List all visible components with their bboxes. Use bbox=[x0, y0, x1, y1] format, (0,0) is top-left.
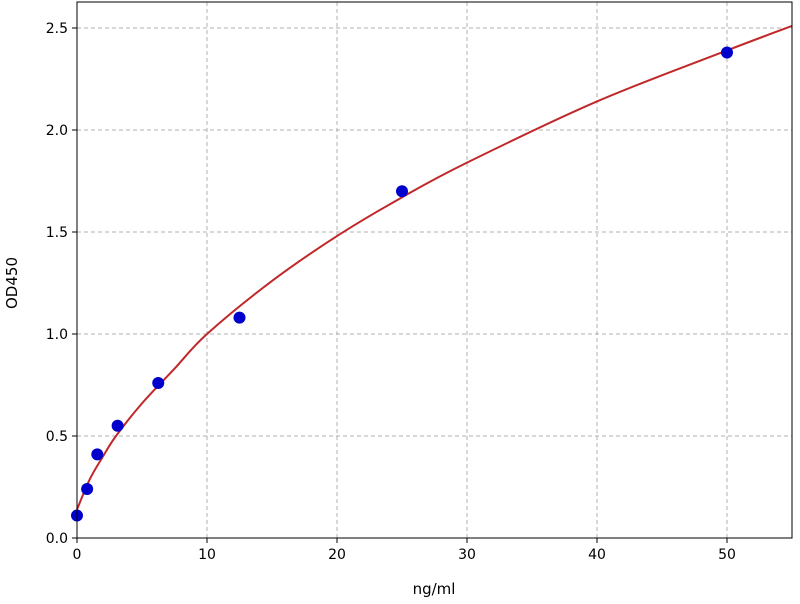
data-point bbox=[233, 311, 246, 324]
data-points bbox=[71, 46, 733, 522]
y-axis-ticks: 0.0 0.5 1.0 1.5 2.0 2.5 bbox=[46, 21, 77, 547]
fit-curve bbox=[76, 25, 793, 510]
y-tick-label: 1.0 bbox=[46, 327, 68, 343]
x-tick-label: 30 bbox=[458, 547, 476, 563]
x-axis-ticks: 0 10 20 30 40 50 bbox=[73, 538, 736, 563]
x-tick-label: 10 bbox=[198, 547, 216, 563]
x-tick-label: 50 bbox=[718, 547, 736, 563]
y-tick-label: 2.0 bbox=[46, 123, 68, 139]
grid bbox=[76, 2, 792, 539]
data-point bbox=[396, 185, 408, 198]
y-axis-label: OD450 bbox=[3, 257, 21, 309]
y-tick-label: 0.0 bbox=[46, 531, 68, 547]
y-tick-label: 1.5 bbox=[46, 225, 68, 241]
y-tick-label: 2.5 bbox=[46, 21, 68, 37]
x-tick-label: 20 bbox=[328, 547, 346, 563]
x-tick-label: 40 bbox=[588, 547, 606, 563]
data-point bbox=[721, 46, 733, 59]
data-point bbox=[81, 483, 94, 496]
data-point bbox=[152, 376, 165, 389]
data-point bbox=[111, 419, 124, 432]
y-tick-label: 0.5 bbox=[46, 429, 68, 445]
plot-frame bbox=[76, 1, 793, 539]
data-point bbox=[91, 448, 104, 461]
x-tick-label: 0 bbox=[73, 547, 82, 563]
x-axis-label: ng/ml bbox=[413, 580, 456, 598]
